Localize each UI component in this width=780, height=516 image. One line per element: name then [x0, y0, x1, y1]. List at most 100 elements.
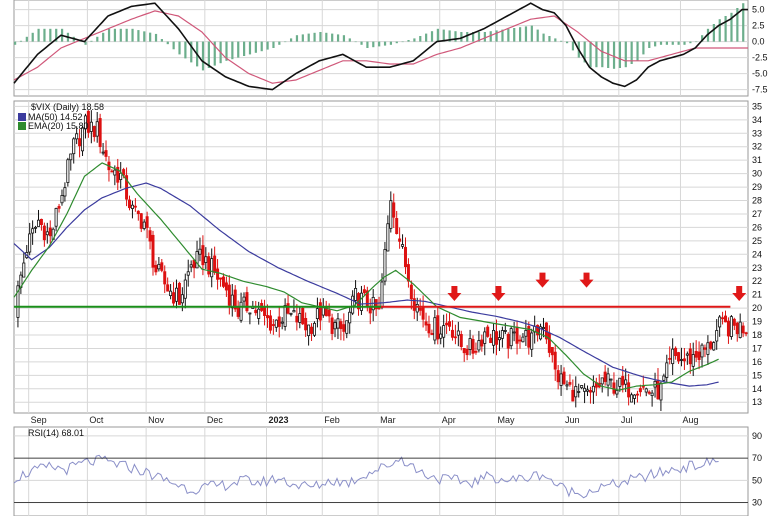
candle-body	[459, 334, 463, 347]
macd-histogram-bar	[207, 41, 210, 68]
macd-histogram-bar	[659, 41, 663, 45]
x-tick-label: Dec	[207, 415, 224, 425]
macd-histogram-bar	[671, 41, 674, 45]
macd-histogram-bar	[143, 31, 146, 42]
candle-body	[665, 362, 669, 378]
candle-body	[509, 328, 513, 347]
macd-histogram-bar	[266, 41, 269, 50]
candle-body	[318, 302, 322, 321]
macd-histogram-bar	[131, 28, 134, 42]
macd-ytick-label: 2.5	[752, 21, 765, 31]
macd-histogram-bar	[560, 40, 563, 42]
macd-histogram-bar	[401, 41, 404, 43]
candle-body	[547, 332, 551, 353]
price-ytick-label: 30	[752, 169, 762, 179]
candle-body	[433, 317, 437, 341]
macd-histogram-bar	[718, 19, 721, 42]
candle-body	[697, 351, 701, 360]
macd-histogram-bar	[542, 33, 545, 42]
candle-body	[383, 249, 387, 282]
candle-body	[104, 150, 108, 157]
rsi-ytick-label: 90	[752, 431, 762, 441]
candle-body	[204, 256, 208, 263]
candle-body	[66, 159, 70, 183]
macd-histogram-bar	[642, 41, 645, 55]
macd-histogram-bar	[425, 33, 428, 42]
macd-histogram-bar	[607, 41, 610, 68]
x-tick-label: Jun	[565, 415, 580, 425]
candle-body	[500, 330, 504, 339]
macd-histogram-bar	[325, 32, 328, 42]
candle-body	[86, 110, 90, 133]
macd-histogram-bar	[172, 41, 175, 50]
x-tick-label: Mar	[380, 415, 396, 425]
macd-histogram-bar	[648, 41, 651, 48]
candle-body	[421, 306, 425, 320]
candle-body	[189, 264, 193, 268]
candle-body	[239, 301, 243, 321]
candle-body	[48, 227, 52, 237]
macd-histogram-bar	[501, 29, 504, 42]
price-ytick-label: 21	[752, 290, 762, 300]
candle-body	[263, 306, 267, 316]
candle-body	[506, 334, 510, 349]
price-ytick-label: 14	[752, 384, 762, 394]
candle-body	[45, 231, 49, 236]
candle-body	[92, 126, 96, 138]
candle-body	[515, 326, 519, 344]
price-ytick-label: 31	[752, 155, 762, 165]
candle-body	[157, 263, 161, 270]
candle-body	[280, 321, 284, 324]
macd-histogram-bar	[14, 41, 17, 45]
macd-histogram-bar	[137, 30, 140, 42]
candle-body	[709, 341, 713, 349]
candle-body	[744, 332, 748, 335]
rsi-frame	[13, 426, 749, 516]
ma50-legend-swatch	[18, 113, 26, 121]
macd-histogram-bar	[307, 33, 310, 42]
macd-histogram-bar	[507, 28, 510, 42]
x-tick-label: Aug	[682, 415, 698, 425]
candle-body	[632, 394, 636, 399]
macd-histogram-bar	[565, 41, 569, 44]
candle-body	[151, 234, 155, 268]
macd-panel: 5.0 2.5 0.0 -2.5 -5.0 -7.5	[13, 0, 768, 97]
price-ytick-label: 22	[752, 276, 762, 286]
candle-body	[321, 306, 325, 316]
candle-body	[495, 331, 499, 345]
macd-histogram-bar	[278, 41, 281, 45]
candle-body	[89, 121, 93, 132]
candle-body	[216, 268, 220, 280]
candle-body	[524, 330, 528, 337]
macd-histogram-bar	[483, 32, 486, 42]
macd-histogram-bar	[654, 41, 657, 47]
macd-histogram-bar	[460, 32, 463, 42]
candle-body	[565, 384, 569, 387]
candle-body	[621, 376, 625, 386]
price-ytick-label: 27	[752, 209, 762, 219]
candle-body	[489, 337, 493, 344]
macd-histogram-bar	[319, 32, 322, 42]
macd-histogram-bar	[25, 36, 28, 42]
macd-histogram-bar	[90, 40, 93, 42]
macd-histogram-bar	[683, 41, 686, 45]
candle-body	[245, 292, 249, 312]
price-ytick-label: 34	[752, 115, 762, 125]
ema20-line	[13, 162, 719, 391]
price-ytick-label: 13	[752, 397, 762, 407]
candle-body	[31, 228, 35, 234]
candle-body	[119, 172, 123, 180]
candle-body	[521, 336, 525, 343]
candle-body	[160, 262, 164, 271]
macd-histogram-bar	[37, 28, 40, 42]
price-ytick-label: 28	[752, 196, 762, 206]
candle-body	[427, 323, 431, 334]
candle-body	[530, 332, 534, 350]
candle-body	[110, 170, 114, 173]
candle-body	[571, 389, 575, 402]
macd-histogram-bar	[730, 12, 733, 42]
macd-line	[13, 2, 748, 91]
candle-body	[741, 325, 745, 334]
macd-histogram-bar	[548, 36, 551, 42]
candle-body	[577, 391, 581, 393]
